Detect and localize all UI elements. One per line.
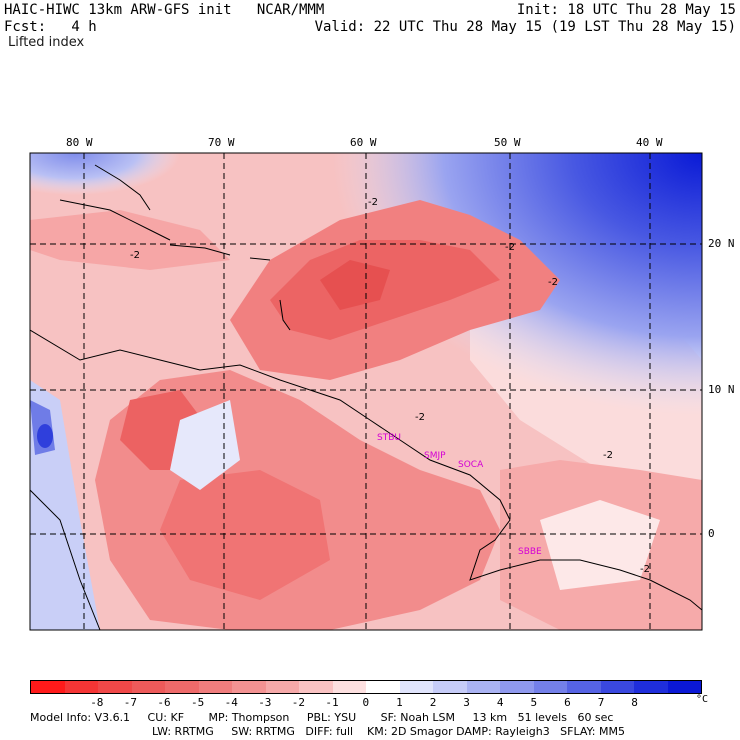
contour-label: -2 (368, 197, 378, 208)
colorbar-swatch (533, 681, 567, 693)
colorbar-swatch (634, 681, 668, 693)
colorbar-tick-label: -5 (191, 696, 205, 709)
colorbar-swatch (466, 681, 500, 693)
contour-label: -2 (603, 450, 613, 461)
latitude-label: 10 N (708, 383, 735, 396)
colorbar (30, 680, 702, 694)
colorbar-tick-label: 8 (631, 696, 638, 709)
coastlines (30, 164, 702, 630)
colorbar-swatch (31, 681, 65, 693)
colorbar-swatch (299, 681, 333, 693)
contour-label: -2 (130, 250, 140, 261)
colorbar-swatch (667, 681, 701, 693)
contour-label: -2 (548, 277, 558, 288)
colorbar-unit: °C (696, 694, 709, 705)
colorbar-swatch (399, 681, 433, 693)
colorbar-swatch (131, 681, 165, 693)
contour-label: -2 (505, 242, 515, 253)
colorbar-swatch (165, 681, 199, 693)
contour-label: -2 (640, 564, 650, 575)
valid-time: Valid: 22 UTC Thu 28 May 15 (19 LST Thu … (314, 19, 736, 35)
model-info-line2: LW: RRTMG SW: RRTMG DIFF: full KM: 2D Sm… (152, 725, 625, 738)
colorbar-tick-label: -6 (157, 696, 171, 709)
colorbar-swatch (98, 681, 132, 693)
colorbar-swatch (567, 681, 601, 693)
colorbar-swatch (332, 681, 366, 693)
contour-label: -2 (415, 412, 425, 423)
colorbar-tick-label: 0 (362, 696, 370, 709)
field-name: Lifted index (8, 35, 85, 50)
init-time: Init: 18 UTC Thu 28 May 15 (516, 2, 736, 18)
colorbar-tick-label: -8 (90, 696, 104, 709)
colorbar-swatch (64, 681, 98, 693)
colorbar-tick-label: -4 (224, 696, 238, 709)
latitude-label: 0 (708, 527, 715, 540)
colorbar-tick-label: 6 (564, 696, 571, 709)
colorbar-tick-label: 3 (463, 696, 470, 709)
model-info-line1: Model Info: V3.6.1 CU: KF MP: Thompson P… (30, 711, 614, 724)
longitude-label: 40 W (636, 136, 663, 149)
colorbar-swatch (433, 681, 467, 693)
colorbar-tick-label: 2 (429, 696, 437, 709)
graticule (30, 153, 702, 630)
colorbar-swatch (198, 681, 232, 693)
colorbar-swatch (500, 681, 534, 693)
colorbar-tick-label: -7 (123, 696, 138, 709)
colorbar-swatch (366, 681, 400, 693)
colorbar-tick-label: 5 (530, 696, 538, 709)
colorbar-swatch (232, 681, 266, 693)
colorbar-swatch (600, 681, 634, 693)
station-label: SBBE (518, 547, 542, 557)
map-frame (29, 152, 703, 631)
colorbar-tick-label: 1 (396, 696, 403, 709)
colorbar-tick-label: 4 (496, 696, 504, 709)
longitude-label: 50 W (494, 136, 521, 149)
colorbar-tick-label: -1 (325, 696, 339, 709)
longitude-label: 80 W (66, 136, 93, 149)
colorbar-tick-label: -2 (291, 696, 306, 709)
colorbar-swatch (265, 681, 299, 693)
map-title: HAIC-HIWC 13km ARW-GFS init NCAR/MMM (4, 2, 325, 18)
longitude-label: 60 W (350, 136, 377, 149)
forecast-hour: Fcst: 4 h (4, 19, 97, 35)
latitude-label: 20 N (708, 237, 735, 250)
station-label: STBU (377, 433, 401, 443)
longitude-label: 70 W (208, 136, 235, 149)
colorbar-tick-label: 7 (597, 696, 605, 709)
station-label: SOCA (458, 460, 484, 470)
station-label: SMJP (424, 451, 446, 461)
colorbar-tick-label: -3 (258, 696, 272, 709)
